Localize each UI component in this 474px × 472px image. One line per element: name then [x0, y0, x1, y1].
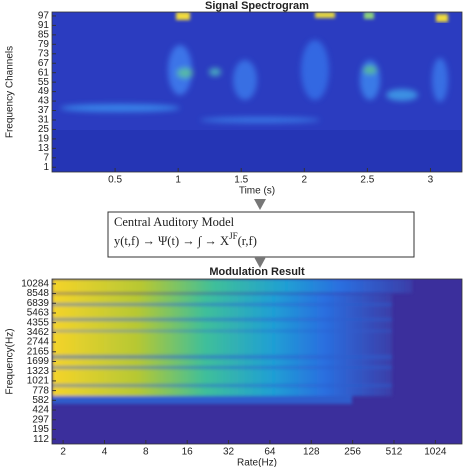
y-axis-label: Frequency Channels [5, 46, 16, 138]
formula-superscript: JF [229, 231, 238, 241]
y-tick-label: 4355 [27, 317, 50, 328]
y-tick-label: 43 [38, 96, 50, 107]
y-tick-label: 19 [38, 134, 50, 145]
formula: y(t,f) → Ψ(t) → ∫ → X [114, 234, 229, 249]
y-tick-label: 1 [43, 162, 49, 173]
x-tick-label: 64 [264, 447, 276, 458]
x-tick-label: 2 [302, 175, 308, 186]
x-tick-label: 2 [60, 447, 66, 458]
y-tick-label: 424 [32, 405, 49, 416]
y-tick-label: 1021 [27, 376, 50, 387]
arrow [254, 199, 266, 210]
y-tick-label: 1699 [27, 356, 50, 367]
y-tick-label: 582 [32, 395, 49, 406]
y-tick-label: 61 [38, 67, 50, 78]
y-tick-label: 55 [38, 77, 50, 88]
y-tick-label: 25 [38, 124, 50, 135]
y-tick-label: 7 [43, 152, 49, 163]
x-tick-label: 3 [428, 175, 434, 186]
x-tick-label: 8 [143, 447, 149, 458]
x-tick-label: 2.5 [360, 175, 374, 186]
y-tick-label: 37 [38, 105, 50, 116]
arrow [254, 257, 266, 268]
x-tick-label: 32 [223, 447, 235, 458]
chart-title: Signal Spectrogram [205, 0, 309, 12]
y-tick-label: 13 [38, 143, 50, 154]
y-tick-label: 5463 [27, 308, 50, 319]
x-tick-label: 1 [175, 175, 181, 186]
y-tick-label: 2744 [27, 337, 50, 348]
x-axis-label: Time (s) [239, 186, 275, 197]
y-tick-label: 1323 [27, 366, 50, 377]
x-tick-label: 128 [303, 447, 320, 458]
x-tick-label: 0.5 [108, 175, 122, 186]
y-tick-label: 31 [38, 115, 50, 126]
y-tick-label: 79 [38, 39, 50, 50]
y-tick-label: 778 [32, 385, 49, 396]
y-tick-label: 91 [38, 20, 50, 31]
chart-title: Modulation Result [209, 266, 305, 278]
formula-end: (r,f) [238, 234, 257, 248]
y-tick-label: 10284 [21, 278, 49, 289]
x-tick-label: 16 [182, 447, 194, 458]
y-tick-label: 85 [38, 29, 50, 40]
x-axis-label: Rate(Hz) [237, 458, 277, 467]
spectrogram-image [52, 12, 462, 172]
y-tick-label: 112 [33, 434, 49, 445]
y-tick-label: 195 [32, 424, 49, 435]
model-box [107, 211, 415, 258]
y-tick-label: 97 [38, 11, 50, 22]
y-tick-label: 2165 [27, 346, 50, 357]
x-tick-label: 1.5 [234, 175, 248, 186]
model-formula: y(t,f) → Ψ(t) → ∫ → XJF(r,f) [114, 231, 257, 249]
y-tick-label: 3462 [27, 327, 50, 338]
y-tick-label: 73 [38, 48, 50, 59]
model-title: Central Auditory Model [114, 215, 235, 229]
x-tick-label: 256 [344, 447, 361, 458]
y-tick-label: 8548 [27, 288, 50, 299]
y-tick-label: 6839 [27, 298, 50, 309]
y-tick-label: 67 [38, 58, 50, 69]
y-axis-label: Frequency(Hz) [5, 328, 16, 394]
x-tick-label: 4 [102, 447, 108, 458]
y-tick-label: 297 [32, 414, 49, 425]
x-tick-label: 1024 [424, 447, 447, 458]
y-tick-label: 49 [38, 86, 50, 97]
modulation-image [52, 279, 462, 444]
x-tick-label: 512 [386, 447, 403, 458]
